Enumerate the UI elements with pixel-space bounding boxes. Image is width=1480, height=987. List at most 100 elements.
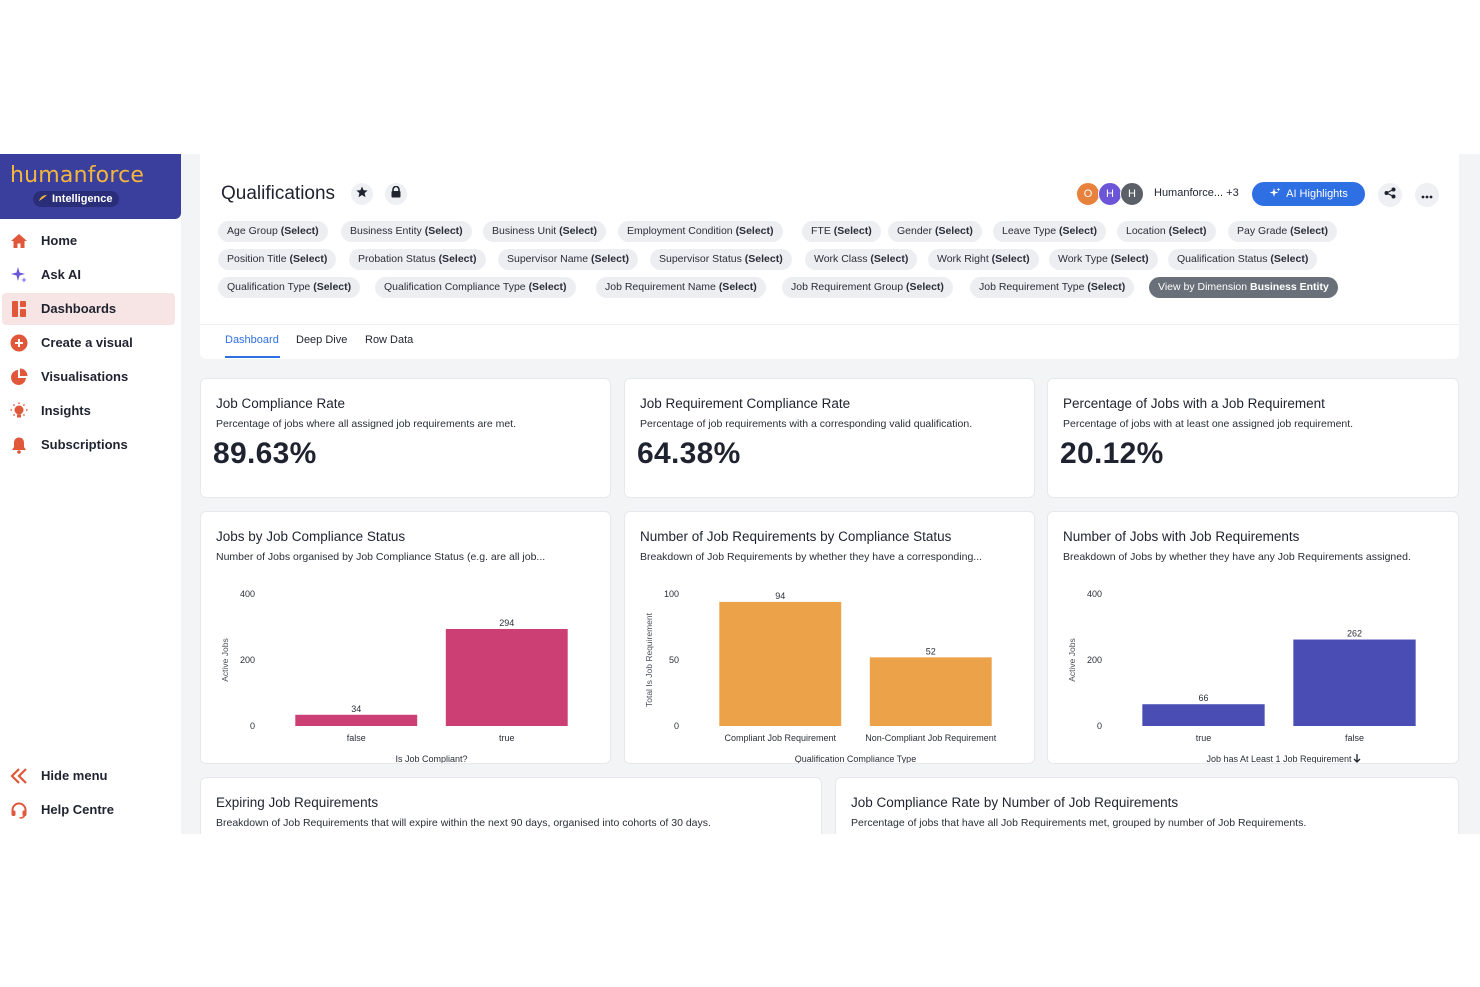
headset-icon bbox=[10, 801, 28, 819]
favorite-button[interactable] bbox=[351, 183, 373, 205]
dashboard-header: Qualifications O H H Humanforce... +3 AI… bbox=[200, 154, 1459, 359]
filter-name: Position Title bbox=[227, 253, 287, 265]
filter-chip-leave-type[interactable]: Leave Type (Select) bbox=[993, 221, 1106, 242]
filter-name: Gender bbox=[897, 225, 933, 237]
filter-chip-employment-condition[interactable]: Employment Condition (Select) bbox=[618, 221, 783, 242]
y-axis-label: Total Is Job Requirement bbox=[644, 612, 654, 707]
avatar[interactable]: O bbox=[1076, 182, 1100, 206]
filter-value: (Select) bbox=[735, 225, 774, 237]
filter-chip-probation-status[interactable]: Probation Status (Select) bbox=[349, 249, 486, 270]
pie-icon bbox=[10, 368, 28, 386]
filter-name: Qualification Compliance Type bbox=[384, 281, 526, 293]
tab-deep-dive[interactable]: Deep Dive bbox=[296, 334, 348, 346]
filter-value: (Select) bbox=[991, 253, 1030, 265]
filter-name: Qualification Status bbox=[1177, 253, 1268, 265]
nav-item-insights[interactable]: Insights bbox=[2, 395, 175, 427]
filter-chip-job-requirement-type[interactable]: Job Requirement Type (Select) bbox=[970, 277, 1135, 298]
filter-chip-age-group[interactable]: Age Group (Select) bbox=[218, 221, 328, 242]
share-button[interactable] bbox=[1378, 183, 1402, 207]
filter-chip-fte[interactable]: FTE (Select) bbox=[802, 221, 881, 242]
data-label: 294 bbox=[499, 618, 514, 628]
filter-chip-qualification-compliance-type[interactable]: Qualification Compliance Type (Select) bbox=[375, 277, 576, 298]
kpi-card-job-compliance-rate[interactable]: Job Compliance Rate Percentage of jobs w… bbox=[200, 378, 611, 498]
nav-label: Ask AI bbox=[41, 267, 81, 282]
filter-chip-qualification-status[interactable]: Qualification Status (Select) bbox=[1168, 249, 1318, 270]
filter-chip-work-class[interactable]: Work Class (Select) bbox=[805, 249, 918, 270]
filter-name: Business Unit bbox=[492, 225, 557, 237]
filter-value: (Select) bbox=[1290, 225, 1329, 237]
chart-card-jobs-by-compliance-status[interactable]: Jobs by Job Compliance Status Number of … bbox=[200, 511, 611, 764]
filter-chip-job-requirement-group[interactable]: Job Requirement Group (Select) bbox=[782, 277, 953, 298]
filter-value: (Select) bbox=[905, 281, 944, 293]
filter-value: Business Entity bbox=[1250, 281, 1329, 293]
filter-value: (Select) bbox=[1059, 225, 1097, 237]
nav-item-create-visual[interactable]: Create a visual bbox=[2, 327, 175, 359]
filter-chip-work-right[interactable]: Work Right (Select) bbox=[928, 249, 1039, 270]
nav-item-home[interactable]: Home bbox=[2, 225, 175, 257]
avatar[interactable]: H bbox=[1120, 182, 1144, 206]
chart-card-jobs-with-requirements[interactable]: Number of Jobs with Job Requirements Bre… bbox=[1047, 511, 1459, 764]
card-title: Job Requirement Compliance Rate bbox=[640, 396, 851, 411]
filter-chip-work-type[interactable]: Work Type (Select) bbox=[1049, 249, 1158, 270]
data-label: 262 bbox=[1347, 629, 1362, 639]
filter-chip-job-requirement-name[interactable]: Job Requirement Name (Select) bbox=[596, 277, 766, 298]
bar bbox=[1293, 639, 1416, 726]
x-tick-label: true bbox=[1196, 733, 1212, 743]
plus-circle-icon bbox=[10, 334, 28, 352]
card-title: Job Compliance Rate by Number of Job Req… bbox=[851, 795, 1179, 810]
y-tick-label: 50 bbox=[669, 655, 679, 665]
filter-chip-position-title[interactable]: Position Title (Select) bbox=[218, 249, 337, 270]
hide-menu-button[interactable]: Hide menu bbox=[2, 760, 175, 792]
y-axis-label: Active Jobs bbox=[220, 638, 230, 681]
help-centre-button[interactable]: Help Centre bbox=[2, 794, 175, 826]
nav-item-dashboards[interactable]: Dashboards bbox=[2, 293, 175, 325]
tab-dashboard[interactable]: Dashboard bbox=[225, 334, 279, 346]
sort-arrow-down-icon bbox=[1353, 754, 1361, 763]
filter-name: Employment Condition bbox=[627, 225, 733, 237]
product-name: Intelligence bbox=[52, 193, 113, 205]
card-subtitle: Number of Jobs organised by Job Complian… bbox=[216, 551, 546, 563]
bar-chart-requirements-compliance: 0 50 100 Total Is Job Requirement 94 Complian… bbox=[644, 589, 997, 763]
nav-item-subscriptions[interactable]: Subscriptions bbox=[2, 429, 175, 461]
kpi-value: 64.38% bbox=[637, 437, 741, 470]
tab-row-data[interactable]: Row Data bbox=[365, 334, 414, 346]
filter-chip-pay-grade[interactable]: Pay Grade (Select) bbox=[1228, 221, 1338, 242]
filter-name: Work Class bbox=[814, 253, 868, 265]
lock-button[interactable] bbox=[385, 183, 407, 205]
view-by-dimension-chip[interactable]: View by Dimension Business Entity bbox=[1149, 277, 1338, 298]
filter-chip-business-unit[interactable]: Business Unit (Select) bbox=[483, 221, 607, 242]
kpi-card-job-requirement-compliance-rate[interactable]: Job Requirement Compliance Rate Percenta… bbox=[624, 378, 1035, 498]
avatar[interactable]: H bbox=[1098, 182, 1122, 206]
active-tab-indicator bbox=[225, 356, 280, 358]
filter-chip-gender[interactable]: Gender (Select) bbox=[888, 221, 982, 242]
filter-name: Leave Type bbox=[1002, 225, 1057, 237]
y-tick-label: 200 bbox=[240, 655, 255, 665]
nav-label: Create a visual bbox=[41, 335, 133, 350]
filter-chip-qualification-type[interactable]: Qualification Type (Select) bbox=[218, 277, 361, 298]
y-tick-label: 0 bbox=[674, 721, 679, 731]
card-expiring-job-requirements[interactable]: Expiring Job Requirements Breakdown of J… bbox=[200, 777, 822, 834]
filter-value: (Select) bbox=[313, 281, 352, 293]
filter-chip-supervisor-name[interactable]: Supervisor Name (Select) bbox=[498, 249, 638, 270]
ai-highlights-button[interactable]: AI Highlights bbox=[1252, 182, 1365, 206]
filter-value: (Select) bbox=[559, 225, 598, 237]
bar-chart-jobs-compliance: 0 200 400 Active Jobs 34 false 294 true Is Job C… bbox=[220, 589, 568, 763]
brand-logo[interactable]: humanforce Intelligence bbox=[0, 154, 181, 219]
filter-name: Job Requirement Group bbox=[791, 281, 904, 293]
card-compliance-rate-by-requirements[interactable]: Job Compliance Rate by Number of Job Req… bbox=[835, 777, 1459, 834]
filter-name: Supervisor Name bbox=[507, 253, 589, 265]
filter-chip-supervisor-status[interactable]: Supervisor Status (Select) bbox=[650, 249, 792, 270]
owners-label[interactable]: Humanforce... +3 bbox=[1154, 187, 1239, 199]
filter-value: (Select) bbox=[718, 281, 757, 293]
filter-name: Supervisor Status bbox=[659, 253, 742, 265]
nav-label: Help Centre bbox=[41, 802, 114, 817]
kpi-card-jobs-with-requirement[interactable]: Percentage of Jobs with a Job Requiremen… bbox=[1047, 378, 1459, 498]
filter-chip-location[interactable]: Location (Select) bbox=[1117, 221, 1216, 242]
filter-name: Qualification Type bbox=[227, 281, 311, 293]
chart-card-requirements-by-compliance-status[interactable]: Number of Job Requirements by Compliance… bbox=[624, 511, 1035, 764]
nav-item-visualisations[interactable]: Visualisations bbox=[2, 361, 175, 393]
filter-chip-business-entity[interactable]: Business Entity (Select) bbox=[341, 221, 472, 242]
card-subtitle: Breakdown of Jobs by whether they have a… bbox=[1063, 551, 1411, 563]
more-options-button[interactable] bbox=[1415, 183, 1439, 207]
nav-item-ask-ai[interactable]: Ask AI bbox=[2, 259, 175, 291]
